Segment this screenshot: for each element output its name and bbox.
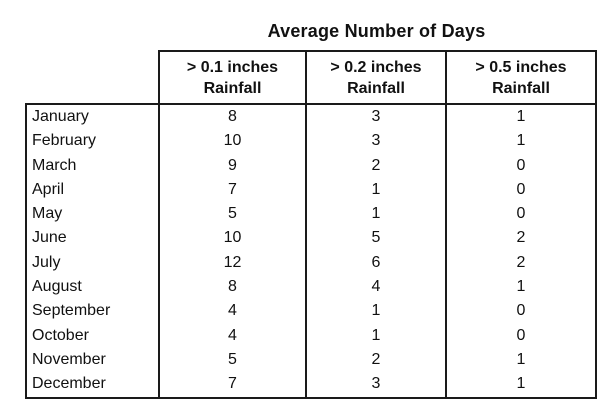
value-cell-02: 3	[305, 372, 447, 399]
table-row: April 7 1 0	[25, 177, 597, 203]
value-cell-01: 4	[158, 323, 307, 348]
value-cell-01: 9	[158, 153, 307, 178]
value-cell-02: 6	[305, 250, 447, 276]
value-cell-02: 3	[305, 129, 447, 154]
month-label: April	[25, 177, 160, 203]
column-header-line1: > 0.1 inches	[186, 58, 279, 76]
value-cell-02: 2	[305, 347, 447, 373]
value-cell-01: 8	[158, 102, 307, 130]
value-cell-02: 4	[305, 275, 447, 300]
value-cell-05: 0	[445, 177, 597, 203]
value-cell-05: 1	[445, 129, 597, 154]
table-row: July 12 6 2	[25, 250, 597, 276]
table-row: October 4 1 0	[25, 323, 597, 348]
month-label: March	[25, 153, 160, 178]
column-header-05-inches: > 0.5 inches Rainfall	[445, 50, 597, 105]
column-header-02-inches: > 0.2 inches Rainfall	[305, 50, 447, 105]
month-label: September	[25, 299, 160, 324]
month-label: June	[25, 226, 160, 251]
table-row: September 4 1 0	[25, 299, 597, 324]
value-cell-02: 1	[305, 202, 447, 227]
table-row: March 9 2 0	[25, 153, 597, 178]
value-cell-01: 4	[158, 299, 307, 324]
value-cell-01: 12	[158, 250, 307, 276]
month-label: October	[25, 323, 160, 348]
value-cell-05: 2	[445, 250, 597, 276]
value-cell-01: 7	[158, 177, 307, 203]
value-cell-02: 3	[305, 102, 447, 130]
month-label: December	[25, 372, 160, 399]
value-cell-01: 10	[158, 226, 307, 251]
value-cell-01: 7	[158, 372, 307, 399]
value-cell-02: 1	[305, 177, 447, 203]
page-title: Average Number of Days	[267, 21, 486, 41]
month-label: January	[25, 102, 160, 130]
column-header-line1: > 0.5 inches	[475, 58, 567, 76]
table-row: January 8 3 1	[25, 102, 597, 130]
table-row: May 5 1 0	[25, 202, 597, 227]
corner-cell	[26, 51, 159, 104]
table-row: November 5 2 1	[25, 347, 597, 373]
column-header-01-inches: > 0.1 inches Rainfall	[158, 50, 307, 105]
rainfall-table: > 0.1 inches Rainfall > 0.2 inches Rainf…	[25, 50, 597, 399]
value-cell-05: 2	[445, 226, 597, 251]
month-label: July	[25, 250, 160, 276]
value-cell-05: 0	[445, 323, 597, 348]
month-label: February	[25, 129, 160, 154]
value-cell-05: 1	[445, 347, 597, 373]
column-header-line2: Rainfall	[492, 79, 550, 97]
month-label: November	[25, 347, 160, 373]
column-header-line2: Rainfall	[203, 79, 262, 97]
table-body: January 8 3 1 February 10 3 1 March 9 2 …	[25, 102, 597, 399]
value-cell-02: 1	[305, 323, 447, 348]
value-cell-02: 5	[305, 226, 447, 251]
table-row: June 10 5 2	[25, 226, 597, 251]
header-row: > 0.1 inches Rainfall > 0.2 inches Rainf…	[26, 50, 597, 105]
month-label: May	[25, 202, 160, 227]
value-cell-05: 1	[445, 275, 597, 300]
value-cell-05: 0	[445, 202, 597, 227]
value-cell-05: 0	[445, 299, 597, 324]
table-row: February 10 3 1	[25, 129, 597, 154]
month-label: August	[25, 275, 160, 300]
value-cell-01: 10	[158, 129, 307, 154]
value-cell-05: 1	[445, 102, 597, 130]
value-cell-02: 2	[305, 153, 447, 178]
value-cell-02: 1	[305, 299, 447, 324]
table-row: August 8 4 1	[25, 275, 597, 300]
value-cell-01: 5	[158, 202, 307, 227]
column-header-line1: > 0.2 inches	[330, 58, 422, 76]
value-cell-01: 8	[158, 275, 307, 300]
value-cell-01: 5	[158, 347, 307, 373]
value-cell-05: 1	[445, 372, 597, 399]
table-row: December 7 3 1	[25, 372, 597, 399]
column-header-line2: Rainfall	[347, 79, 405, 97]
value-cell-05: 0	[445, 153, 597, 178]
